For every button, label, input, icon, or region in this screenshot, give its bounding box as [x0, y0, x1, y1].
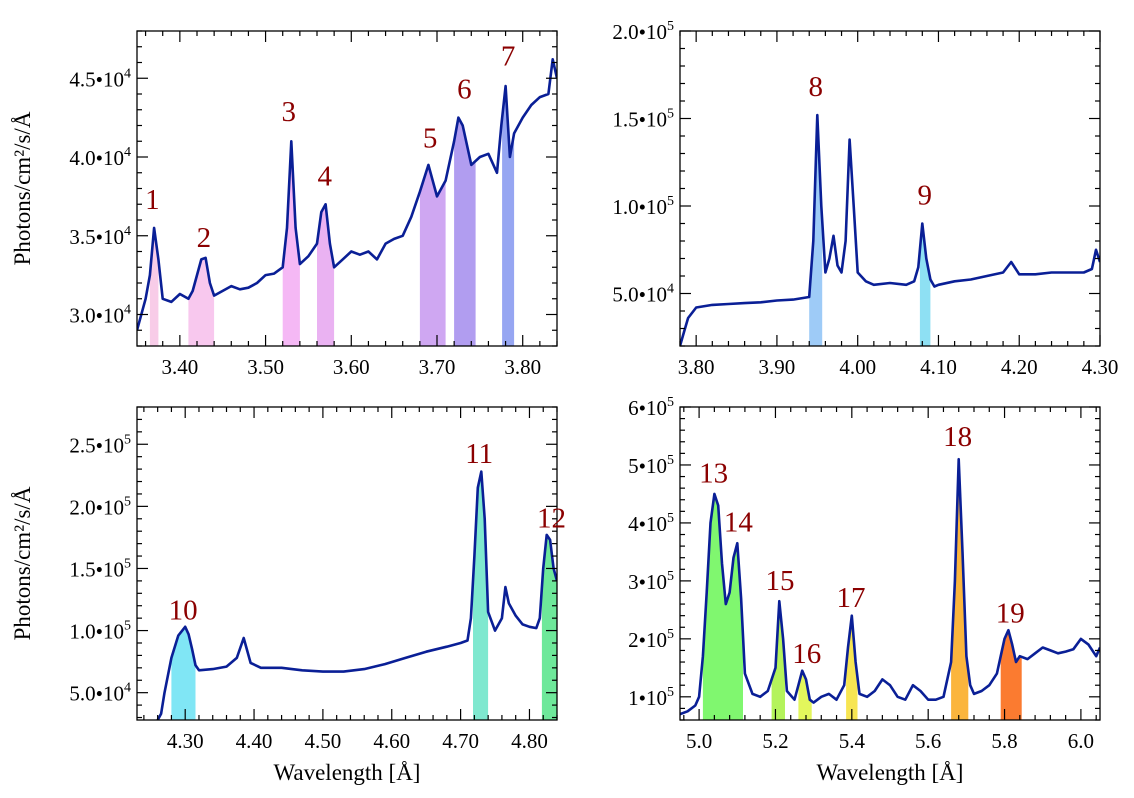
- spectrum-line: [680, 457, 1100, 716]
- spectrum-line: [137, 57, 557, 331]
- x-tick-label: 5.0: [686, 729, 712, 753]
- y-tick-label: 5.0•104: [612, 282, 674, 307]
- line-region-shade: [798, 670, 812, 720]
- peak-label: 9: [917, 179, 932, 211]
- panel-bottom-left: 4.30 4.40 4.50 4.60 4.70 4.80 5.0•104 1.0•105 1.…: [10, 406, 566, 785]
- x-tick-label: 3.90: [759, 355, 796, 379]
- panel-bottom-right: 5.0 5.2 5.4 5.6 5.8 6.0 1•105 2•105 3•105 4•105 5•…: [628, 395, 1101, 785]
- y-tick-label: 1.5•105: [612, 107, 674, 132]
- y-tick-label: 1.0•105: [69, 619, 131, 644]
- peak-label: 3: [281, 96, 296, 128]
- peak-label: 10: [169, 594, 198, 626]
- x-tick-label: 4.80: [511, 729, 548, 753]
- x-tick-label: 5.4: [839, 729, 866, 753]
- line-region-shade: [419, 164, 446, 346]
- peak-label: 12: [537, 502, 566, 534]
- y-tick-label: 1.5•105: [69, 556, 131, 581]
- line-region-shade: [454, 118, 476, 346]
- peak-label: 4: [317, 160, 332, 192]
- x-tick-label: 3.40: [161, 355, 198, 379]
- y-tick-label: 2.0•105: [69, 494, 131, 519]
- x-tick-label: 3.50: [247, 355, 284, 379]
- x-tick-label: 4.00: [839, 355, 876, 379]
- x-tick-label: 4.10: [920, 355, 957, 379]
- x-tick-label: 5.2: [762, 729, 788, 753]
- y-tick-label: 2•105: [628, 627, 674, 652]
- y-tick-label: 3.5•104: [69, 224, 131, 249]
- x-tick-label: 4.30: [1082, 355, 1119, 379]
- peak-label: 2: [197, 222, 212, 254]
- panel-top-right: 3.80 3.90 4.00 4.10 4.20 4.30 5.0•104 1.0•105 1.…: [612, 19, 1118, 379]
- y-tick-label: 1•105: [628, 685, 674, 710]
- x-tick-label: 4.30: [167, 729, 204, 753]
- x-tick-label: 6.0: [1068, 729, 1094, 753]
- spectrum-line: [680, 113, 1100, 346]
- y-tick-label: 5•105: [628, 453, 674, 478]
- line-region-shade: [702, 494, 743, 720]
- line-region-shade: [951, 465, 969, 720]
- peak-label: 19: [996, 598, 1025, 630]
- x-tick-label: 5.6: [915, 729, 941, 753]
- y-tick-label: 3.0•104: [69, 303, 131, 328]
- x-tick-label: 4.60: [373, 729, 410, 753]
- peak-label: 13: [699, 457, 728, 489]
- line-region-shade: [317, 204, 335, 346]
- spectrum-line: [156, 470, 557, 720]
- y-tick-label: 4.5•104: [69, 66, 131, 91]
- peak-label: 8: [808, 71, 823, 103]
- x-axis-label: Wavelength [Å]: [274, 760, 421, 785]
- peak-label: 7: [501, 41, 516, 73]
- line-region-shade: [919, 225, 931, 346]
- plot-frame: [679, 406, 1101, 721]
- x-tick-label: 4.40: [236, 729, 273, 753]
- line-region-shade: [282, 141, 300, 346]
- line-region-shade: [188, 257, 215, 346]
- y-tick-label: 2.5•105: [69, 432, 131, 457]
- y-tick-label: 2.0•105: [612, 19, 674, 44]
- y-tick-label: 6•105: [628, 395, 674, 420]
- peak-label: 1: [145, 184, 160, 216]
- plot-frame: [136, 406, 558, 721]
- x-tick-label: 3.70: [419, 355, 456, 379]
- y-tick-label: 3•105: [628, 569, 674, 594]
- y-tick-label: 1.0•105: [612, 194, 674, 219]
- peak-label: 14: [724, 507, 754, 539]
- peak-label: 16: [792, 638, 821, 670]
- panel-top-left: 3.40 3.50 3.60 3.70 3.80 3.0•104 3.5•104 4.0•10…: [10, 30, 558, 379]
- x-tick-label: 4.70: [442, 729, 479, 753]
- y-axis-label: Photons/cm²/s/Å: [10, 111, 35, 265]
- peak-label: 6: [457, 74, 472, 106]
- peak-label: 15: [766, 565, 795, 597]
- y-axis-label: Photons/cm²/s/Å: [10, 486, 35, 640]
- peak-label: 17: [837, 582, 866, 614]
- peak-label: 11: [465, 438, 493, 470]
- y-tick-label: 4•105: [628, 511, 674, 536]
- x-tick-label: 4.20: [1001, 355, 1038, 379]
- x-axis-label: Wavelength [Å]: [817, 760, 964, 785]
- x-tick-label: 4.50: [305, 729, 342, 753]
- line-region-shade: [171, 627, 196, 720]
- x-tick-label: 5.8: [991, 729, 1017, 753]
- shaded-regions: [702, 465, 1022, 720]
- x-tick-label: 3.80: [678, 355, 715, 379]
- x-tick-label: 3.80: [504, 355, 541, 379]
- peak-label: 5: [423, 123, 438, 155]
- line-region-shade: [1000, 631, 1022, 720]
- x-tick-label: 3.60: [333, 355, 370, 379]
- y-tick-label: 5.0•104: [69, 681, 131, 706]
- y-tick-label: 4.0•104: [69, 145, 131, 170]
- peak-label: 18: [943, 421, 972, 453]
